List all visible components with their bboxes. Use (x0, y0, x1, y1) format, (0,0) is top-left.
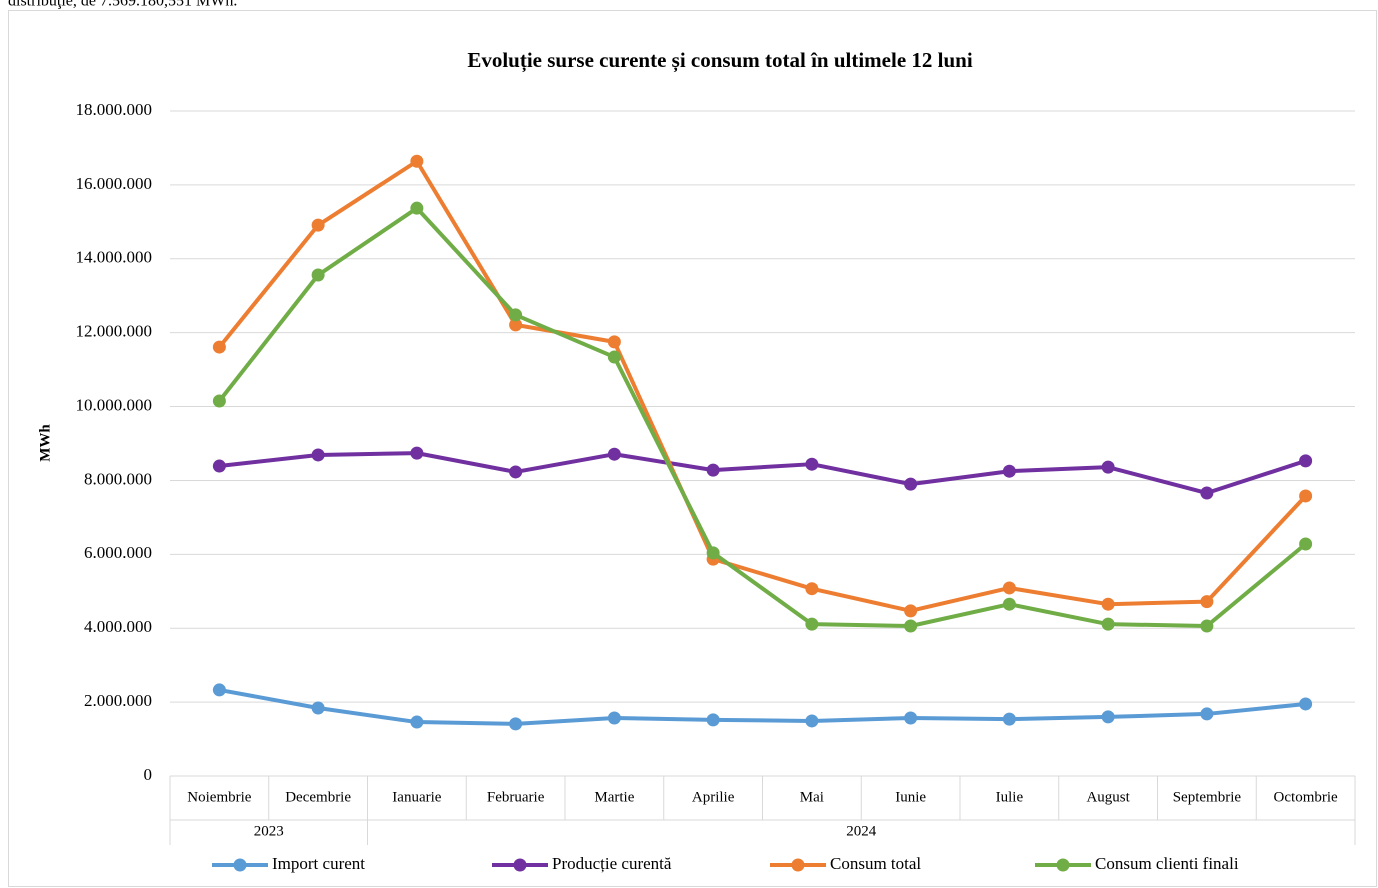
data-point (1002, 597, 1016, 611)
data-point (607, 447, 621, 461)
data-point (509, 465, 523, 479)
y-tick-label: 4.000.000 (84, 617, 152, 636)
y-tick-label: 2.000.000 (84, 691, 152, 710)
x-tick-label: Iulie (996, 789, 1024, 805)
data-point (706, 463, 720, 477)
data-point (904, 619, 918, 633)
data-point (1002, 712, 1016, 726)
y-tick-label: 14.000.000 (76, 248, 153, 267)
legend-label: Consum clienti finali (1095, 854, 1239, 873)
data-point (212, 394, 226, 408)
data-point (410, 154, 424, 168)
data-point (1200, 486, 1214, 500)
y-tick-label: 12.000.000 (76, 322, 153, 341)
data-point (706, 546, 720, 560)
x-tick-label: Ianuarie (392, 789, 441, 805)
series-line (217, 206, 1307, 629)
legend-marker (1056, 858, 1070, 872)
x-tick-label: Iunie (895, 789, 926, 805)
data-point (1299, 489, 1313, 503)
data-point (1101, 597, 1115, 611)
data-point (212, 459, 226, 473)
x-tick-label: Septembrie (1173, 789, 1242, 805)
y-tick-label: 0 (144, 765, 153, 784)
chart-title: Evoluție surse curente și consum total î… (467, 48, 973, 73)
data-point (607, 350, 621, 364)
data-point (311, 448, 325, 462)
data-point (805, 582, 819, 596)
data-point (805, 617, 819, 631)
legend-marker (791, 858, 805, 872)
chart-frame (8, 10, 1377, 887)
x-tick-label: August (1086, 789, 1130, 805)
y-axis-label: MWh (37, 424, 53, 462)
x-tick-label: Octombrie (1274, 789, 1338, 805)
x-tick-label: Aprilie (692, 789, 735, 805)
series-line (219, 687, 1306, 726)
x-tick-label: Martie (594, 789, 634, 805)
data-point (805, 457, 819, 471)
x-tick-label: Februarie (487, 789, 545, 805)
data-point (410, 715, 424, 729)
x-tick-label: Mai (800, 789, 824, 805)
data-point (607, 711, 621, 725)
data-point (1101, 617, 1115, 631)
y-tick-label: 10.000.000 (76, 395, 153, 414)
data-point (311, 701, 325, 715)
legend-label: Import curent (272, 854, 365, 873)
data-point (1002, 464, 1016, 478)
series-line (217, 159, 1308, 613)
y-tick-label: 16.000.000 (76, 174, 153, 193)
data-point (1299, 697, 1313, 711)
data-point (904, 604, 918, 618)
legend-label: Consum total (830, 854, 921, 873)
legend-marker (233, 858, 247, 872)
data-point (509, 308, 523, 322)
data-point (311, 268, 325, 282)
data-point (1101, 710, 1115, 724)
data-point (509, 318, 523, 332)
data-point (1002, 581, 1016, 595)
legend-marker (513, 858, 527, 872)
y-tick-label: 8.000.000 (84, 469, 152, 488)
intro-text: distribuţie, de 7.569.180,551 MWh. (8, 0, 237, 10)
year-label: 2023 (254, 823, 284, 839)
data-point (607, 335, 621, 349)
data-point (1299, 454, 1313, 468)
data-point (1299, 537, 1313, 551)
data-point (311, 218, 325, 232)
data-point (1101, 460, 1115, 474)
data-point (410, 201, 424, 215)
data-point (410, 446, 424, 460)
y-tick-label: 18.000.000 (76, 100, 153, 119)
data-point (212, 683, 226, 697)
data-point (509, 717, 523, 731)
year-label: 2024 (846, 823, 877, 839)
x-tick-label: Decembrie (285, 789, 351, 805)
series-line (219, 451, 1307, 496)
data-point (1200, 595, 1214, 609)
data-point (805, 714, 819, 728)
data-point (1200, 707, 1214, 721)
data-point (212, 340, 226, 354)
data-point (904, 477, 918, 491)
data-point (706, 713, 720, 727)
data-point (1200, 619, 1214, 633)
legend-label: Producție curentă (552, 854, 672, 873)
x-tick-label: Noiembrie (187, 789, 251, 805)
data-point (904, 711, 918, 725)
y-tick-label: 6.000.000 (84, 543, 152, 562)
